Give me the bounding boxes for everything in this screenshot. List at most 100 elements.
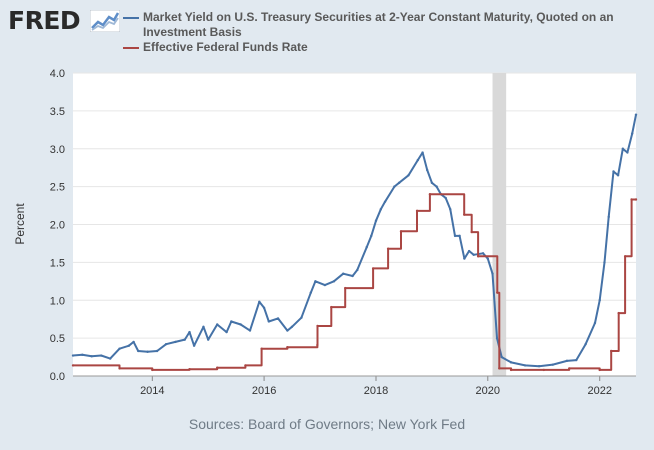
data-point [370, 234, 373, 238]
data-point [81, 353, 84, 356]
data-point [491, 272, 494, 275]
y-tick-label: 0.0 [50, 371, 65, 383]
recession-layer [492, 73, 507, 376]
fred-logo[interactable]: FRED [8, 6, 120, 36]
data-point [428, 193, 432, 196]
data-point [500, 355, 503, 359]
data-point [316, 324, 319, 328]
y-tick-label: 1.5 [50, 257, 65, 269]
data-point [155, 349, 159, 353]
data-point [486, 257, 489, 260]
data-point [498, 367, 501, 370]
data-point [609, 349, 613, 353]
data-point [415, 209, 419, 213]
data-point [467, 249, 471, 253]
legend-label-treasury-2yr: Market Yield on U.S. Treasury Securities… [143, 10, 614, 39]
data-point [146, 350, 149, 353]
data-point [634, 113, 638, 116]
fred-logo-text: FRED [8, 6, 81, 35]
data-point [630, 198, 633, 201]
data-point [453, 234, 457, 238]
legend-swatch-fed-funds [123, 47, 139, 49]
data-point [344, 286, 347, 290]
data-point [258, 300, 261, 303]
data-point [626, 151, 629, 154]
data-point [188, 330, 191, 334]
data-point [286, 346, 289, 349]
data-point [188, 367, 191, 371]
data-point [568, 367, 571, 370]
y-tick-label: 4.0 [50, 68, 65, 80]
data-point [356, 268, 359, 272]
data-point [286, 329, 289, 332]
data-point [598, 368, 601, 372]
data-point [430, 181, 434, 185]
data-point [584, 342, 587, 346]
data-point [612, 170, 615, 173]
chart-legend: Market Yield on U.S. Treasury Securities… [123, 10, 643, 55]
data-point [616, 174, 620, 177]
data-point [230, 320, 233, 323]
y-tick-label: 3.0 [50, 144, 65, 156]
data-point [593, 321, 597, 325]
data-point [290, 325, 294, 328]
data-point [379, 208, 382, 211]
data-point [472, 253, 475, 256]
data-point [164, 342, 168, 346]
data-point [314, 280, 317, 283]
data-point [575, 358, 578, 362]
data-point [239, 323, 242, 326]
series-layer [71, 113, 638, 372]
data-point [71, 364, 75, 367]
data-point [509, 368, 513, 372]
data-point [509, 361, 513, 364]
data-point [118, 347, 121, 350]
y-tick-label: 0.5 [50, 333, 65, 345]
data-point [496, 291, 499, 294]
data-point [463, 257, 466, 260]
data-point [137, 349, 140, 353]
data-point [421, 151, 424, 154]
legend-label-fed-funds: Effective Federal Funds Rate [143, 40, 308, 54]
series-line-0 [72, 114, 637, 368]
data-point [174, 340, 177, 344]
data-point [202, 325, 205, 328]
x-tick-label: 2022 [587, 385, 611, 397]
legend-item-treasury-2yr[interactable]: Market Yield on U.S. Treasury Securities… [123, 10, 643, 40]
data-point [183, 338, 186, 341]
data-point [276, 317, 280, 320]
y-tick-label: 2.0 [50, 220, 65, 232]
x-axis-ticks: 2014 2016 2018 2020 2022 [73, 375, 636, 397]
series-1 [71, 193, 638, 372]
data-point [323, 283, 327, 287]
x-tick-label: 2016 [252, 385, 276, 397]
data-point [393, 185, 396, 188]
data-point [127, 344, 131, 347]
data-point [399, 230, 403, 233]
legend-swatch-treasury-2yr [123, 17, 139, 19]
data-point [565, 359, 569, 363]
data-point [470, 230, 473, 234]
data-point [407, 174, 410, 177]
data-point [192, 344, 196, 347]
legend-item-fed-funds[interactable]: Effective Federal Funds Rate [123, 40, 643, 55]
data-point [603, 261, 606, 264]
data-point [132, 340, 135, 344]
data-point [371, 267, 375, 270]
data-point [365, 246, 368, 249]
data-point [99, 354, 103, 357]
x-tick-label: 2014 [140, 385, 164, 397]
data-point [630, 132, 634, 135]
data-point [342, 272, 345, 275]
data-point [216, 366, 219, 369]
series-0 [71, 113, 638, 368]
data-point [316, 343, 319, 347]
data-point [416, 158, 420, 162]
data-point [537, 364, 541, 368]
data-point [90, 355, 93, 358]
data-point [300, 316, 303, 319]
data-point [244, 364, 247, 367]
data-point [495, 336, 499, 340]
x-tick-label: 2018 [364, 385, 388, 397]
